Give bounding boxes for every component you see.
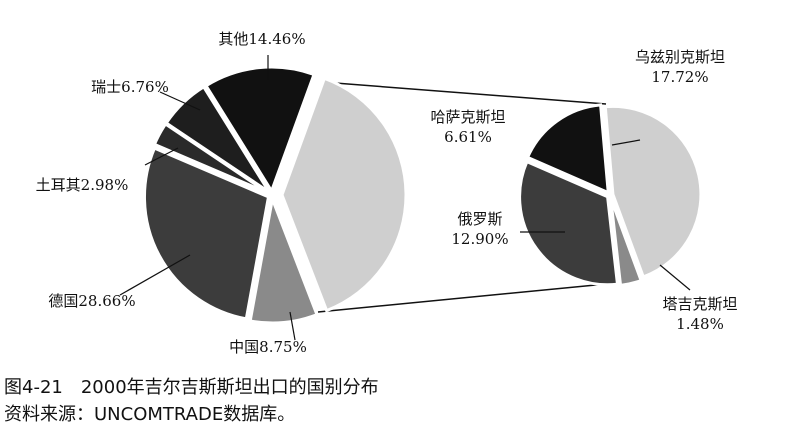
slice-label: 1.48% [676,315,724,333]
leader-line [289,311,296,341]
pie-slice [143,146,271,321]
pie-slice [204,65,316,195]
slice-label: 12.90% [451,230,508,248]
slice-label: 中国8.75% [229,338,307,356]
leader-line [119,254,191,296]
caption: 图4-21 2000年吉尔吉斯斯坦出口的国别分布 [4,377,379,398]
slice-name: 乌兹别克斯坦 [635,48,725,66]
pie-slice [280,76,408,313]
pie-slice [518,159,620,287]
pie-slice [603,104,703,279]
source: 资料来源：UNCOMTRADE数据库。 [4,404,295,425]
leader-line [659,264,691,291]
slice-label: 瑞士6.76% [91,78,169,96]
slice-label: 6.61% [444,128,492,146]
slice-label: 17.72% [651,68,708,86]
leader-line [144,147,179,166]
slice-name: 塔吉克斯坦 [662,295,737,313]
connector-line [321,81,607,105]
slice-name: 俄罗斯 [457,210,502,228]
pie-slice [248,193,319,325]
leader-line [159,91,201,111]
connector-line [317,283,607,313]
leader-line [611,139,641,146]
slice-label: 其他14.46% [218,30,305,48]
slice-label: 土耳其2.98% [36,176,129,194]
pie-slice [609,197,644,288]
slice-label: 德国28.66% [48,292,135,310]
pie-slice [525,103,610,195]
slice-name: 哈萨克斯坦 [430,108,505,126]
